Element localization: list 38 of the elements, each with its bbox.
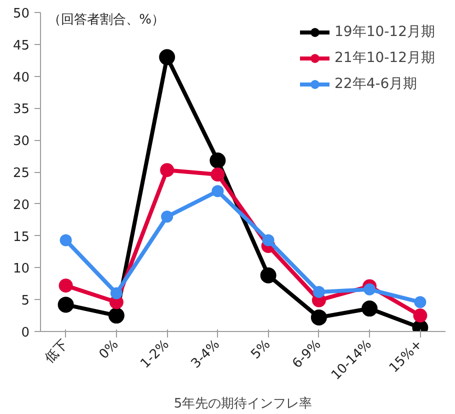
y-tick-label: 50 bbox=[12, 6, 30, 22]
point bbox=[58, 296, 74, 313]
point bbox=[159, 49, 176, 66]
point bbox=[413, 308, 428, 323]
y-tick-label: 45 bbox=[12, 38, 30, 54]
point bbox=[161, 210, 174, 223]
point bbox=[414, 296, 426, 308]
y-axis-title: （回答者割合、%） bbox=[48, 12, 164, 28]
y-tick-label: 0 bbox=[21, 326, 30, 340]
point bbox=[362, 300, 378, 317]
x-axis-title: 5年先の期待インフレ率 bbox=[174, 396, 312, 412]
y-tick-label: 35 bbox=[12, 102, 30, 118]
y-tick-label: 5 bbox=[21, 294, 30, 309]
y-tick-label: 40 bbox=[12, 70, 30, 86]
legend-label: 22年4-6月期 bbox=[334, 75, 418, 93]
point bbox=[110, 287, 122, 300]
x-tick-label: 0% bbox=[96, 337, 122, 362]
y-tick-label: 20 bbox=[12, 198, 30, 213]
x-tick-label: 5% bbox=[248, 337, 274, 362]
point bbox=[312, 286, 325, 298]
point bbox=[260, 267, 276, 284]
point bbox=[60, 234, 72, 246]
point bbox=[364, 283, 376, 296]
x-tick-label: 低下 bbox=[42, 337, 72, 366]
y-tick-label: 15 bbox=[12, 230, 30, 245]
y-tick-label: 30 bbox=[12, 134, 30, 150]
legend-label: 21年10-12月期 bbox=[334, 49, 435, 67]
y-tick-label: 25 bbox=[12, 166, 30, 181]
y-tick-label: 10 bbox=[12, 262, 30, 277]
point bbox=[210, 168, 225, 182]
point bbox=[210, 152, 226, 168]
point bbox=[262, 234, 274, 246]
point bbox=[212, 185, 224, 198]
point bbox=[58, 278, 73, 293]
point bbox=[310, 309, 327, 326]
point bbox=[108, 308, 124, 324]
legend-label: 19年10-12月期 bbox=[334, 23, 435, 41]
point bbox=[160, 163, 174, 178]
